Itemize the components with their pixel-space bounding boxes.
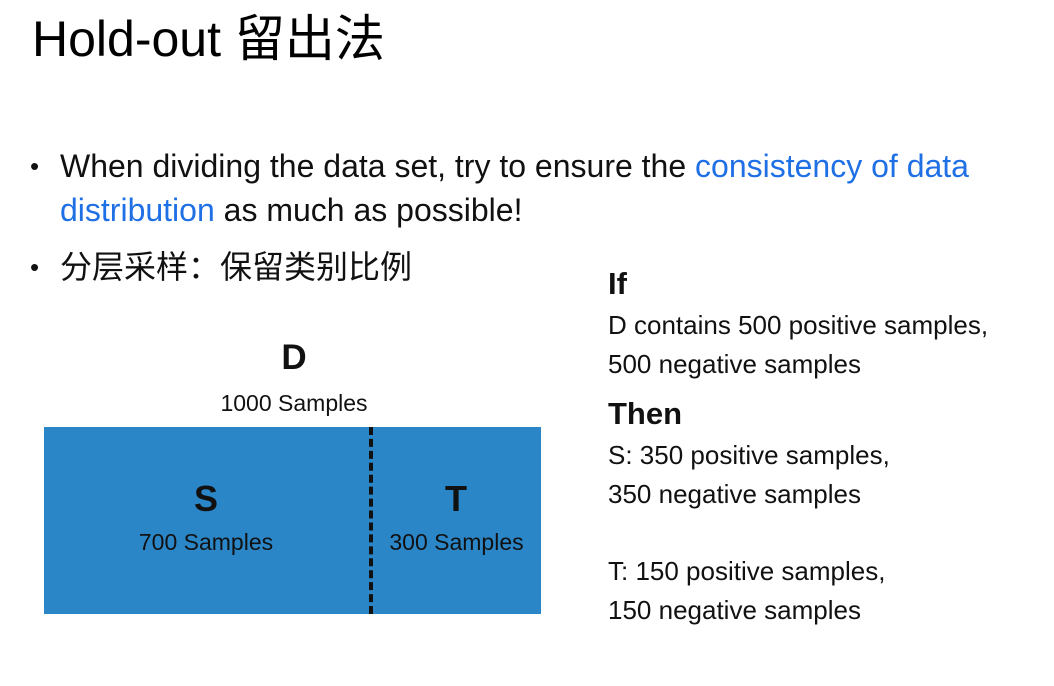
stratification-explanation: If D contains 500 positive samples, 500 …	[608, 262, 1048, 630]
dataset-sample-count: 1000 Samples	[220, 390, 368, 416]
dataset-label: D	[281, 338, 307, 377]
t-distribution-line-1: T: 150 positive samples,	[608, 556, 886, 586]
bullet-dataset-consistency: • When dividing the data set, try to ens…	[30, 144, 1015, 232]
split-divider	[369, 427, 373, 614]
test-set-label: T	[445, 478, 467, 519]
if-line-1: D contains 500 positive samples,	[608, 310, 989, 340]
section-gap	[608, 384, 1048, 392]
consistency-highlight: consistency of data distribution	[60, 148, 969, 228]
if-line-2: 500 negative samples	[608, 349, 861, 379]
s-distribution-line-2: 350 negative samples	[608, 479, 861, 509]
training-set-label: S	[193, 478, 218, 519]
test-sample-count: 300 Samples	[389, 529, 524, 555]
bullet-text-before: When dividing the data set, try to ensur…	[60, 148, 696, 184]
dataset-box: S 700 Samples T 300 Samples	[44, 427, 541, 614]
bullet-stratified-sampling: • 分层采样：保留类别比例	[30, 245, 550, 289]
bullet-dot: •	[30, 151, 40, 181]
s-distribution-line-1: S: 350 positive samples,	[608, 440, 890, 470]
bullet-text-after: as much as possible!	[214, 192, 523, 228]
group-gap	[608, 514, 1048, 552]
bullet-text: When dividing the data set, try to ensur…	[60, 144, 1015, 232]
training-sample-count: 700 Samples	[138, 529, 274, 555]
slide-title: Hold-out 留出法	[32, 11, 385, 67]
bullet-dot: •	[30, 252, 40, 282]
stratified-sampling-text: 分层采样：保留类别比例	[60, 249, 413, 285]
t-distribution-line-2: 150 negative samples	[608, 595, 861, 625]
if-heading: If	[608, 266, 627, 301]
then-heading: Then	[608, 396, 683, 431]
